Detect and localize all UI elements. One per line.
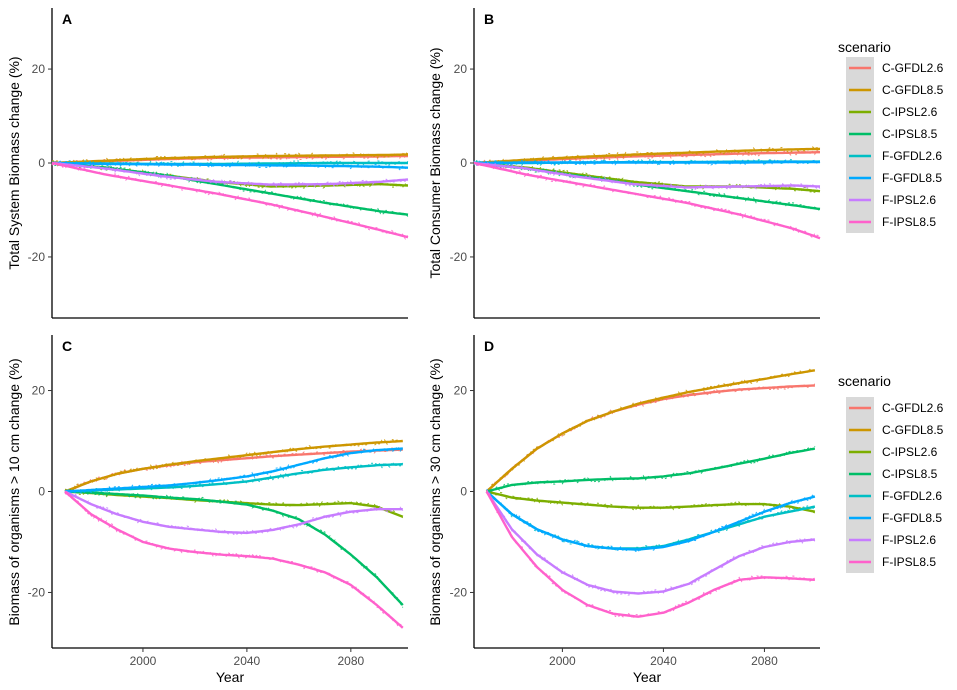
x-tick-label: 2040 <box>650 654 677 668</box>
series-line-f-ipsl26 <box>51 161 409 186</box>
y-axis-label-d: Biomass of organisms > 30 cm change (%) <box>427 358 443 625</box>
series-line-c-ipsl85 <box>51 161 409 216</box>
legend-label: C-GFDL2.6 <box>882 401 944 415</box>
y-axis-label-a: Total System Biomass change (%) <box>6 56 22 269</box>
series-points-f-ipsl26 <box>51 161 409 188</box>
series-points-c-gfdl85 <box>473 145 821 165</box>
series-line-c-gfdl85 <box>64 439 403 493</box>
legend-label: F-IPSL8.5 <box>882 215 936 229</box>
series-line-c-gfdl85 <box>51 153 409 165</box>
y-tick-label: -20 <box>28 250 46 264</box>
series-line-f-gfdl85 <box>64 447 403 493</box>
x-tick-label: 2040 <box>234 654 261 668</box>
series-line-f-ipsl85 <box>473 161 821 240</box>
x-tick-label: 2000 <box>130 654 157 668</box>
legend-label: F-GFDL8.5 <box>882 171 942 185</box>
x-tick-label: 2000 <box>549 654 576 668</box>
legend-top: scenario C-GFDL2.6 C-GFDL8.5 C-IPSL2.6 C-IP… <box>838 39 944 233</box>
x-tick-label: 2080 <box>337 654 364 668</box>
y-tick-label: 0 <box>460 485 467 499</box>
series-line-f-gfdl85 <box>52 161 409 169</box>
series-points-c-gfdl85 <box>51 151 409 166</box>
legend-label: C-GFDL8.5 <box>882 83 944 97</box>
series-line-c-gfdl85 <box>473 147 821 165</box>
legend-label: F-GFDL8.5 <box>882 511 942 525</box>
series-points-c-ipsl85 <box>64 489 404 608</box>
series-line-f-ipsl85 <box>51 161 409 239</box>
panel-tag-a: A <box>62 11 72 27</box>
legend-label: C-IPSL2.6 <box>882 445 938 459</box>
y-tick-label: 0 <box>38 156 45 170</box>
panel-c: -20 0 20 2000 2040 2080 <box>28 335 408 668</box>
legend-label: F-IPSL2.6 <box>882 193 936 207</box>
series-line-f-ipsl85 <box>64 490 404 629</box>
series-line-c-ipsl85 <box>486 447 816 493</box>
series-line-f-ipsl26 <box>485 490 815 595</box>
series-points-f-gfdl85 <box>486 488 816 553</box>
legend-title-bottom: scenario <box>838 373 891 389</box>
legend-label: F-IPSL8.5 <box>882 555 936 569</box>
series-line-f-ipsl85 <box>485 490 815 618</box>
panel-tag-b: B <box>484 11 494 27</box>
series-line-f-ipsl26 <box>473 161 821 189</box>
series-line-f-gfdl85 <box>474 160 820 165</box>
legend-label: C-IPSL2.6 <box>882 105 938 119</box>
y-tick-label: 20 <box>32 384 46 398</box>
series-points-f-ipsl26 <box>486 489 816 596</box>
panel-a: -20 0 20 <box>28 8 409 319</box>
legend-label: C-GFDL2.6 <box>882 61 944 75</box>
y-tick-label: -20 <box>450 585 468 599</box>
legend-bottom: scenario C-GFDL2.6 C-GFDL8.5 C-IPSL2.6 C-IP… <box>838 373 944 573</box>
y-tick-label: 20 <box>454 62 468 76</box>
y-tick-label: 0 <box>38 485 45 499</box>
series-points-c-ipsl26 <box>486 491 816 514</box>
series-line-c-ipsl85 <box>64 490 404 606</box>
series-line-f-ipsl26 <box>64 490 403 535</box>
y-tick-label: 20 <box>454 384 468 398</box>
panel-d: -20 0 20 2000 2040 2080 <box>450 335 820 668</box>
legend-label: C-IPSL8.5 <box>882 467 938 481</box>
series-line-c-gfdl85 <box>485 369 816 493</box>
series-points-c-ipsl85 <box>486 445 816 494</box>
series-points-c-ipsl85 <box>51 160 409 218</box>
legend-label: C-IPSL8.5 <box>882 127 938 141</box>
legend-label: F-IPSL2.6 <box>882 533 936 547</box>
x-axis-label-d: Year <box>633 669 662 685</box>
y-tick-label: -20 <box>450 250 468 264</box>
legend-label: F-GFDL2.6 <box>882 149 942 163</box>
series-line-c-ipsl26 <box>486 490 816 513</box>
panel-tag-d: D <box>484 338 494 354</box>
y-axis-label-b: Total Consumer Biomass change (%) <box>427 47 443 278</box>
y-axis-label-c: Biomass of organisms > 10 cm change (%) <box>6 358 22 625</box>
panel-tag-c: C <box>62 338 72 354</box>
legend-label: F-GFDL2.6 <box>882 489 942 503</box>
legend-label: C-GFDL8.5 <box>882 423 944 437</box>
panel-b: -20 0 20 <box>450 8 821 319</box>
y-tick-label: 0 <box>460 156 467 170</box>
legend-title-top: scenario <box>838 39 891 55</box>
series-line-f-gfdl85 <box>485 490 816 551</box>
y-tick-label: -20 <box>28 585 46 599</box>
x-axis-label-c: Year <box>216 669 245 685</box>
y-tick-label: 20 <box>32 62 46 76</box>
x-tick-label: 2080 <box>751 654 778 668</box>
